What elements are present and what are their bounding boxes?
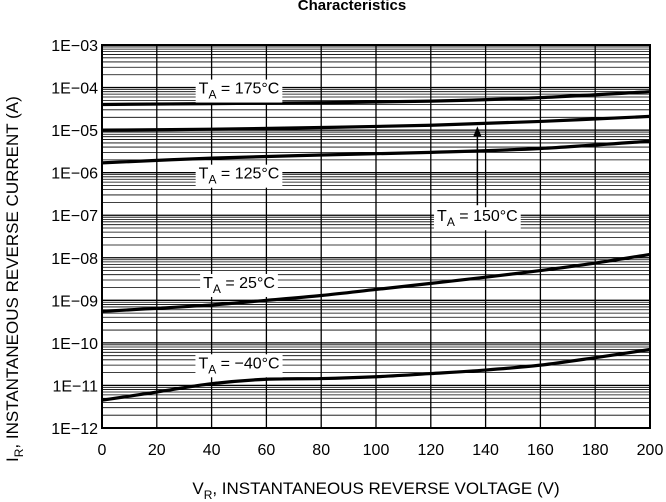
y-tick-label: 1E−11 [52, 378, 98, 395]
curve-label-bg [195, 354, 283, 378]
curve-label: TA = 125°C [195, 164, 283, 188]
x-axis-title-sub: R [204, 488, 213, 502]
curve-label-text: TA = −40°C [198, 355, 279, 376]
curve-label: TA = 25°C [200, 273, 278, 297]
x-axis-title: VR, INSTANTANEOUS REVERSE VOLTAGE (V) [192, 479, 559, 502]
series-line-4 [101, 347, 651, 402]
x-axis-title-main: V [192, 479, 204, 498]
curve-label-text: TA = 125°C [199, 166, 280, 187]
curve-label-bg [195, 164, 283, 188]
y-tick-label: 1E−03 [51, 38, 98, 55]
curve-label-text: TA = 25°C [203, 275, 275, 296]
x-tick-label: 20 [148, 442, 166, 459]
y-axis-title-main: I [3, 457, 22, 462]
y-tick-labels: 1E−12 1E−11 1E−10 1E−09 1E−08 1E−07 1E−06 1E−05… [51, 38, 98, 438]
curve-label: TA = 175°C [195, 79, 283, 103]
x-tick-label: 80 [312, 442, 330, 459]
plot-grid [102, 45, 650, 428]
x-tick-label: 100 [363, 442, 390, 459]
y-tick-label: 1E−08 [51, 251, 98, 268]
chart-title: Characteristics [298, 0, 406, 14]
y-tick-label: 1E−06 [51, 166, 98, 183]
curve-label-bg [195, 79, 283, 103]
series-line-0 [101, 90, 651, 107]
x-tick-label: 180 [582, 442, 609, 459]
curve-label: TA = −40°C [195, 354, 283, 378]
y-tick-label: 1E−10 [51, 336, 98, 353]
x-tick-label: 140 [472, 442, 499, 459]
curve-group [101, 90, 651, 402]
x-axis-title-rest: , INSTANTANEOUS REVERSE VOLTAGE (V) [212, 479, 559, 498]
series-line-3 [101, 252, 651, 313]
y-tick-label: 1E−07 [51, 208, 98, 225]
curve-label: TA = 150°C [434, 207, 521, 231]
y-tick-label: 1E−09 [51, 293, 98, 310]
curve-label-text: TA = 150°C [437, 208, 518, 229]
curve-label-text: TA = 175°C [199, 81, 280, 102]
x-tick-label: 120 [417, 442, 444, 459]
y-axis-title-sub: R [12, 448, 26, 457]
series-line-1 [101, 114, 651, 132]
y-tick-label: 1E−04 [51, 81, 98, 98]
y-tick-label: 1E−05 [51, 123, 98, 140]
curve-label-bg [434, 207, 521, 231]
x-tick-label: 200 [637, 442, 664, 459]
y-tick-label: 1E−12 [51, 421, 98, 438]
y-axis-title: IR, INSTANTANEOUS REVERSE CURRENT (A) [3, 96, 26, 462]
x-tick-label: 0 [98, 442, 107, 459]
x-tick-label: 60 [258, 442, 276, 459]
label-arrowhead [473, 126, 482, 137]
curve-labels: TA = 175°C TA = 125°C TA = 150°C TA = 25°C T… [195, 79, 521, 378]
x-tick-label: 40 [203, 442, 221, 459]
x-tick-labels: 0 20 40 60 80 100 120 140 160 180 200 [98, 442, 664, 459]
plot-frame [101, 44, 651, 429]
curve-label-bg [200, 273, 278, 297]
series-line-2 [101, 139, 651, 165]
y-axis-title-rest: , INSTANTANEOUS REVERSE CURRENT (A) [3, 96, 22, 448]
x-tick-label: 160 [527, 442, 554, 459]
